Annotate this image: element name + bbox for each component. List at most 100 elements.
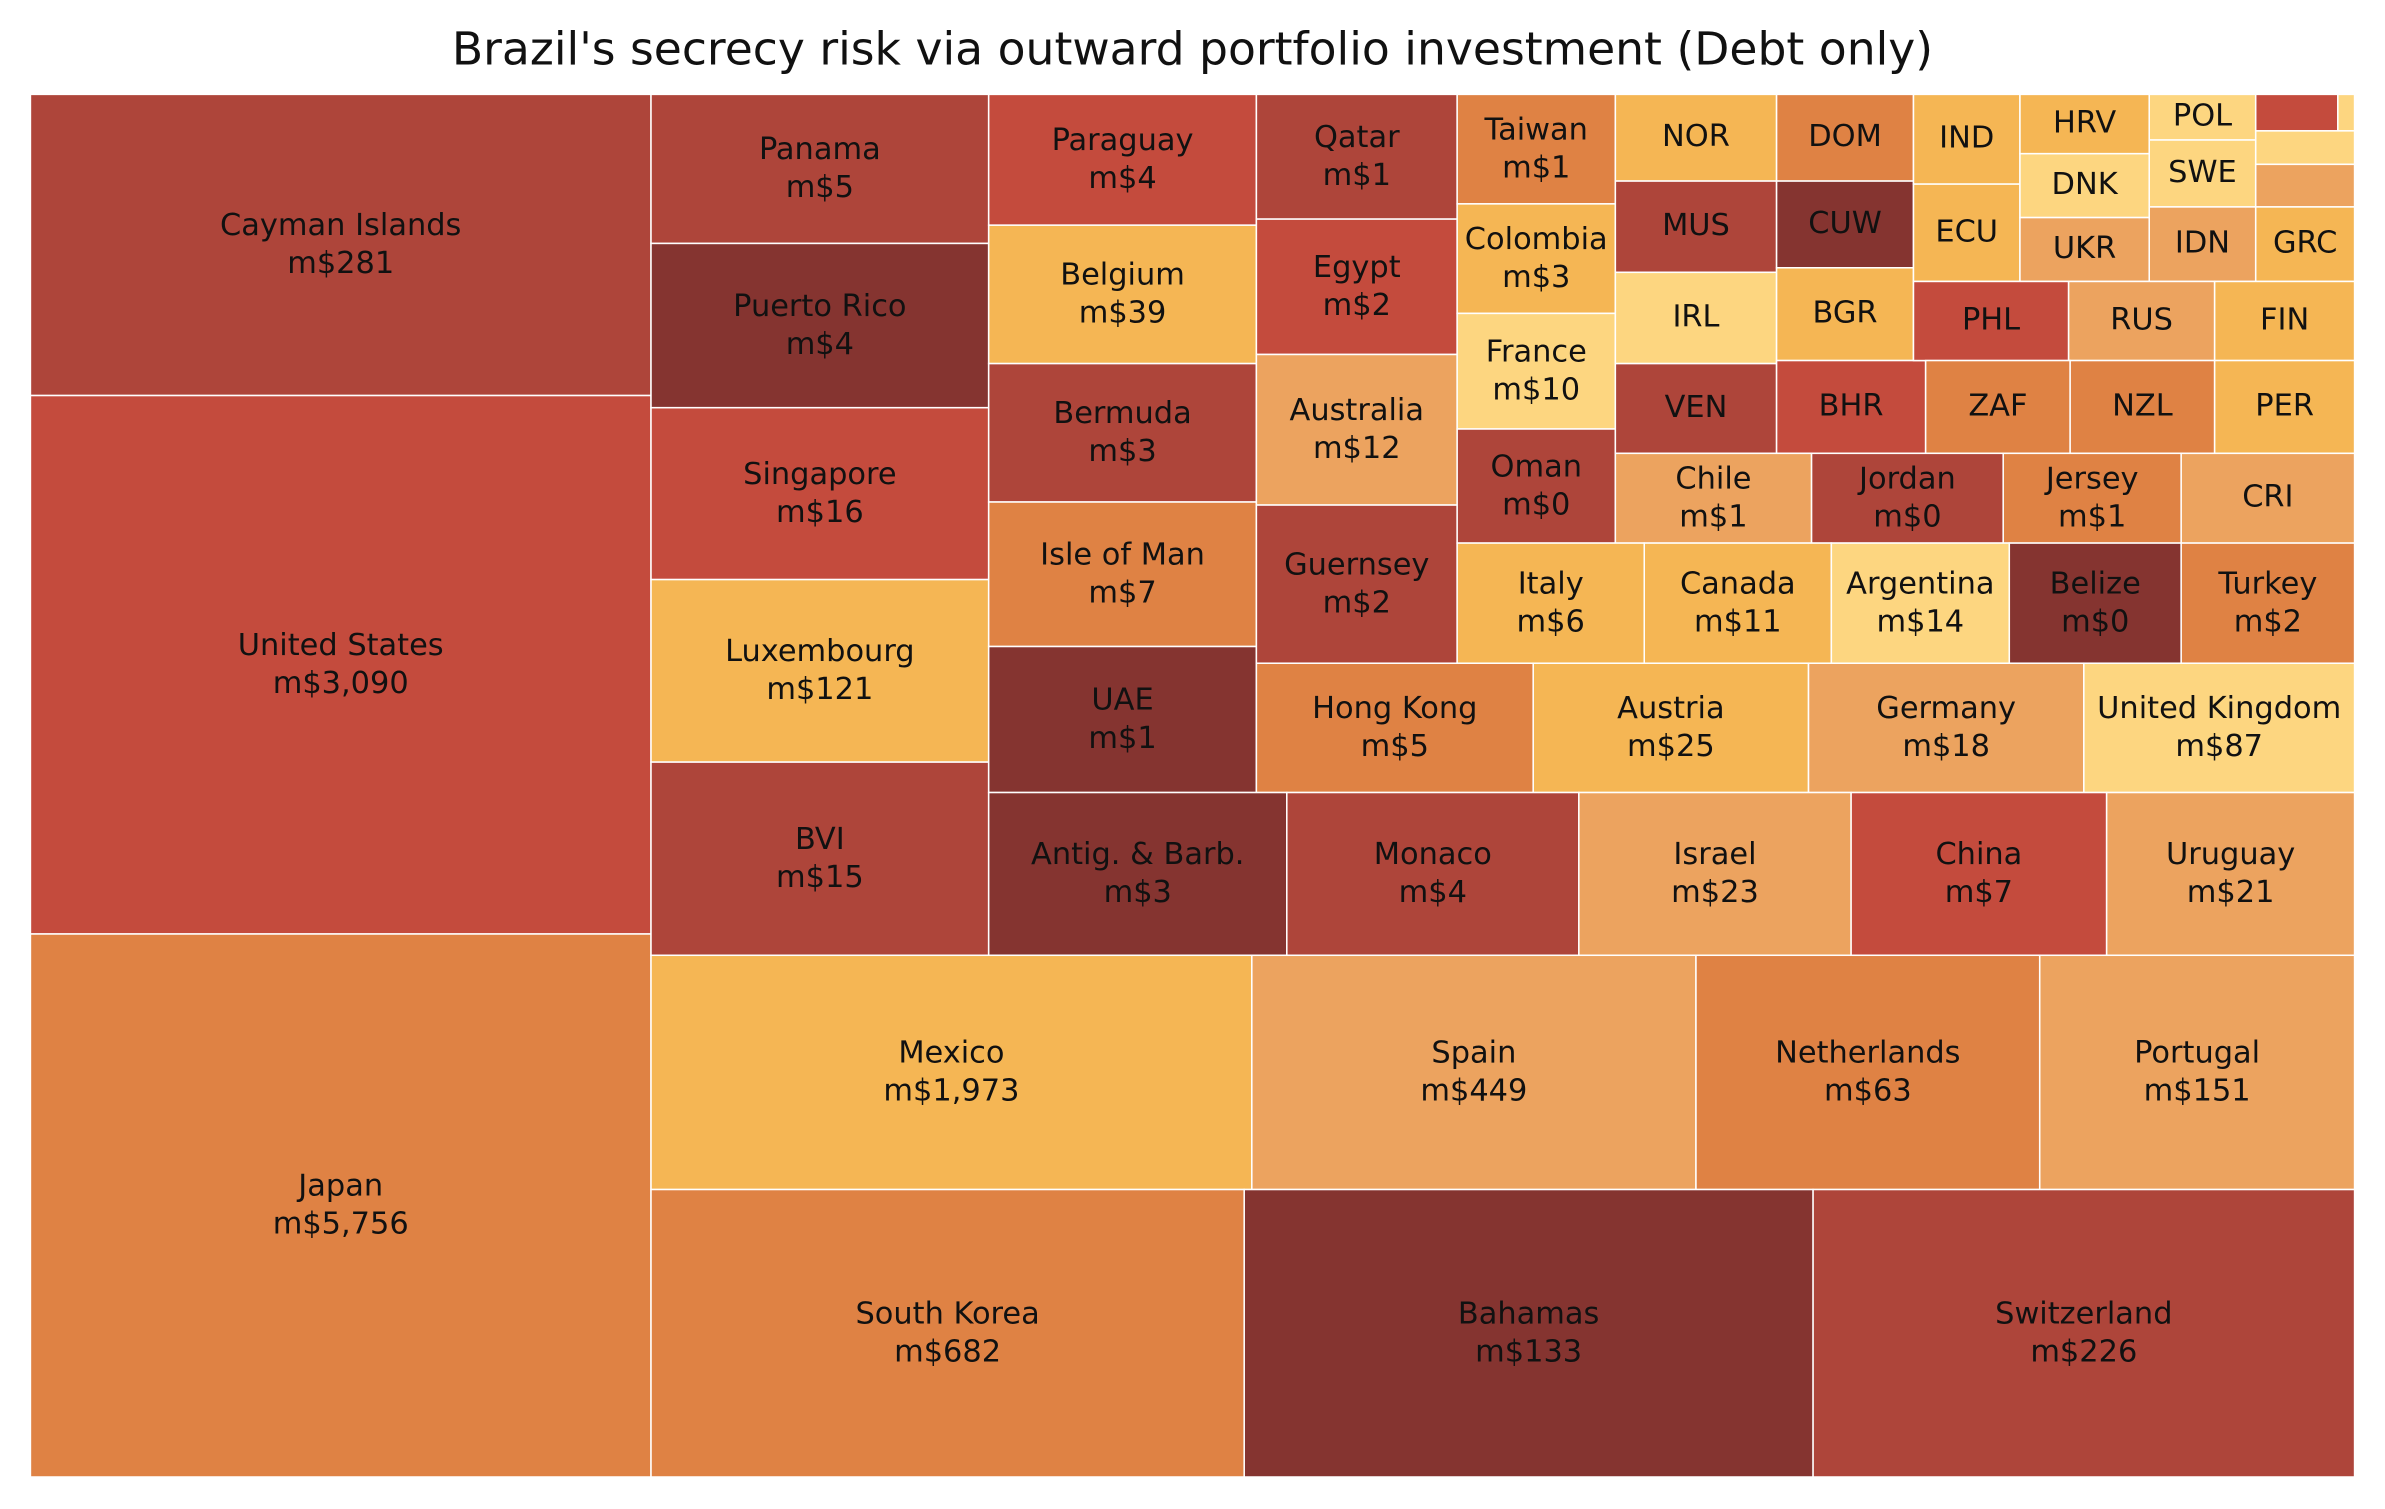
tile-label: Jordan xyxy=(1857,461,1956,496)
tile-label: Uruguay xyxy=(2166,837,2295,872)
tile-label: Paraguay xyxy=(1052,123,1194,158)
tile-value: m$87 xyxy=(2175,729,2263,764)
tile-value: m$3 xyxy=(1502,260,1570,295)
tile-value: m$3 xyxy=(1088,434,1156,469)
tile xyxy=(1614,180,1778,274)
tile-label: NZL xyxy=(2112,388,2173,423)
tile xyxy=(2254,206,2356,283)
tile-label: DNK xyxy=(2052,167,2119,202)
tile-value: m$133 xyxy=(1475,1335,1582,1370)
tile xyxy=(987,791,1288,957)
tile xyxy=(2038,954,2356,1191)
tile xyxy=(1578,791,1852,957)
tile-label: UAE xyxy=(1091,683,1153,718)
tile-label: FIN xyxy=(2260,303,2309,338)
tile xyxy=(1456,542,1646,664)
tile-value: m$5 xyxy=(786,170,854,205)
tile-label: Luxembourg xyxy=(725,634,915,669)
tile-value: m$1 xyxy=(2058,499,2126,534)
tile-label: Guernsey xyxy=(1284,547,1429,582)
tile-label: South Korea xyxy=(855,1297,1039,1332)
tile-value: m$2 xyxy=(1323,288,1391,323)
tile xyxy=(1912,280,2070,362)
tile xyxy=(1456,203,1617,315)
chart-title: Brazil's secrecy risk via outward portfo… xyxy=(452,22,1933,75)
tile xyxy=(987,224,1258,365)
tile-value: m$6 xyxy=(1517,604,1585,639)
tile xyxy=(987,93,1258,226)
tile-label: BGR xyxy=(1813,296,1878,331)
tile xyxy=(1255,662,1534,794)
tile-label: NOR xyxy=(1662,119,1730,154)
tile-label: Mexico xyxy=(898,1036,1004,1071)
tile-label: Turkey xyxy=(2217,566,2317,601)
tile-label: VEN xyxy=(1665,390,1728,425)
tile-value: m$2 xyxy=(1323,585,1391,620)
tile-value: m$14 xyxy=(1876,604,1964,639)
tile-value: m$5 xyxy=(1361,729,1429,764)
tile-label: Hong Kong xyxy=(1312,691,1477,726)
tile xyxy=(29,93,652,397)
tile-label: PER xyxy=(2255,388,2314,423)
tile xyxy=(1532,662,1810,794)
tile xyxy=(1286,791,1580,957)
tile-label: RUS xyxy=(2110,303,2173,338)
tile xyxy=(650,954,1253,1191)
tile-label: Belgium xyxy=(1060,258,1185,293)
tile-label: Jersey xyxy=(2044,461,2139,496)
tile-value: m$15 xyxy=(776,860,864,895)
tile xyxy=(2254,163,2356,208)
tile xyxy=(29,394,652,935)
tile-label: Bermuda xyxy=(1053,396,1191,431)
tile xyxy=(650,1188,1245,1478)
tile xyxy=(650,761,990,957)
tile-label: PHL xyxy=(1962,303,2020,338)
tile xyxy=(2213,280,2356,362)
tile-label: China xyxy=(1935,837,2022,872)
tile xyxy=(1255,504,1458,664)
tile-value: m$1 xyxy=(1679,499,1747,534)
tile-label: DOM xyxy=(1808,119,1882,154)
tile xyxy=(2083,662,2356,794)
tile-label: Singapore xyxy=(743,457,896,492)
tile-value: m$0 xyxy=(2061,604,2129,639)
tile xyxy=(1614,93,1778,182)
tile-label: Israel xyxy=(1673,837,1756,872)
tile-label: Spain xyxy=(1431,1036,1516,1071)
tile-label: Puerto Rico xyxy=(733,289,906,324)
tile xyxy=(1775,180,1915,269)
tile-label: ZAF xyxy=(1968,388,2027,423)
tile xyxy=(2069,359,2216,455)
tile-label: United States xyxy=(238,628,444,663)
tile-label: ECU xyxy=(1935,214,1998,249)
tile xyxy=(1255,93,1458,220)
tile-value: m$7 xyxy=(1945,875,2013,910)
tile xyxy=(1456,93,1617,205)
tile-label: Chile xyxy=(1675,461,1751,496)
tile xyxy=(2148,93,2257,141)
tile-label: Japan xyxy=(296,1169,383,1204)
tile-label: Italy xyxy=(1518,566,1584,601)
tile xyxy=(2105,791,2356,957)
tile-value: m$1 xyxy=(1323,158,1391,193)
tile xyxy=(1255,353,1458,506)
tile-label: MUS xyxy=(1662,208,1730,243)
tile xyxy=(987,362,1258,503)
tile-value: m$226 xyxy=(2030,1335,2137,1370)
tile xyxy=(2019,152,2150,219)
tile-value: m$682 xyxy=(894,1335,1001,1370)
tile xyxy=(2008,542,2182,664)
tile-value: m$0 xyxy=(1502,487,1570,522)
tile xyxy=(1850,791,2108,957)
tile xyxy=(2337,93,2356,132)
tile-label: IDN xyxy=(2175,226,2230,261)
tile-value: m$16 xyxy=(776,495,864,530)
tile-value: m$449 xyxy=(1420,1074,1527,1109)
tile xyxy=(1456,428,1617,544)
tile xyxy=(2254,93,2339,132)
tile xyxy=(2148,206,2257,283)
tile-label: Argentina xyxy=(1846,566,1994,601)
tile-label: Belize xyxy=(2050,566,2141,601)
tile-value: m$281 xyxy=(287,246,394,281)
